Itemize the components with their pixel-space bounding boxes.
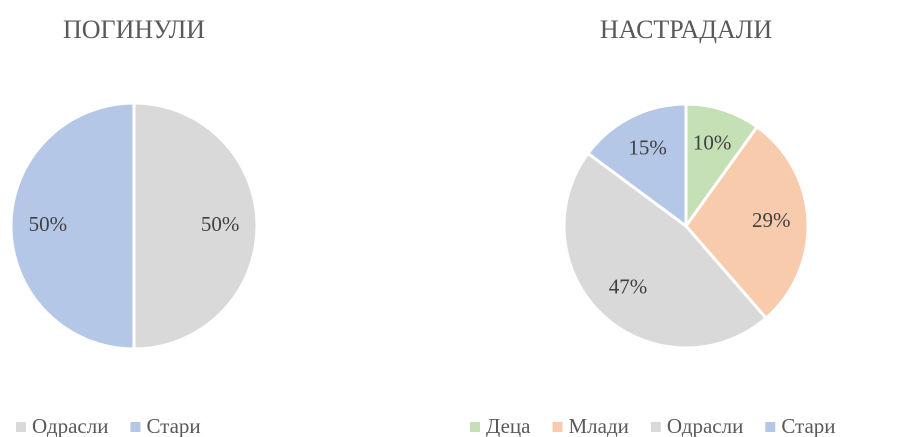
legend-label: Стари xyxy=(781,414,835,437)
legend-label: Одрасли xyxy=(32,414,108,437)
legend-label: Млади xyxy=(568,414,628,437)
legend-swatch xyxy=(470,422,480,432)
legend-swatch xyxy=(130,422,141,432)
data-label: 47% xyxy=(609,275,648,299)
legend-label: Одрасли xyxy=(667,414,743,437)
data-label: 10% xyxy=(693,131,732,155)
pie-slice xyxy=(585,102,688,229)
legend-swatch xyxy=(16,422,26,432)
pie-slice xyxy=(684,124,810,321)
pie-slice xyxy=(562,151,769,350)
legend-label: Деца xyxy=(486,414,531,437)
data-label: 50% xyxy=(29,212,68,236)
pie-slice xyxy=(9,101,136,351)
legend-swatch xyxy=(650,422,661,432)
chart-title: НАСТРАДАЛИ xyxy=(600,15,773,44)
legend-swatch xyxy=(765,422,776,432)
data-label: 15% xyxy=(628,136,667,160)
data-label: 50% xyxy=(201,212,240,236)
legend-label: Стари xyxy=(146,414,200,437)
pie-slice xyxy=(132,101,259,351)
chart-title: ПОГИНУЛИ xyxy=(63,15,205,44)
legend-swatch xyxy=(552,422,563,432)
data-label: 29% xyxy=(752,208,791,232)
